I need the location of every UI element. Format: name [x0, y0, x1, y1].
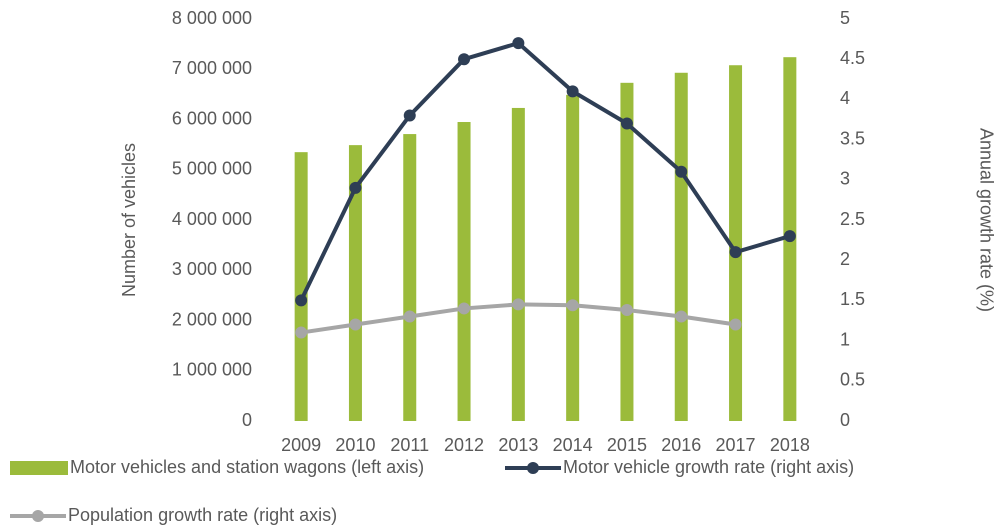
y-tick-label: 1 000 000	[172, 360, 252, 380]
y2-tick-label: 5	[840, 8, 850, 28]
bar	[511, 107, 525, 421]
x-tick-label: 2009	[281, 435, 321, 455]
marker	[512, 298, 525, 311]
legend-label: Motor vehicles and station wagons (left …	[70, 457, 424, 477]
y2-tick-label: 3.5	[840, 128, 865, 148]
y-tick-label: 6 000 000	[172, 108, 252, 128]
marker	[675, 165, 688, 178]
marker	[620, 304, 633, 317]
y-tick-label: 4 000 000	[172, 209, 252, 229]
bar	[294, 152, 308, 421]
y-tick-label: 5 000 000	[172, 159, 252, 179]
x-tick-label: 2015	[607, 435, 647, 455]
marker	[349, 318, 362, 331]
x-tick-label: 2018	[770, 435, 810, 455]
marker	[295, 294, 308, 307]
marker	[566, 299, 579, 312]
marker	[403, 310, 416, 323]
marker	[458, 302, 471, 315]
marker	[512, 37, 525, 50]
marker	[675, 310, 688, 323]
y2-tick-label: 1.5	[840, 289, 865, 309]
legend-marker	[527, 462, 539, 474]
marker	[349, 181, 362, 194]
marker	[783, 230, 796, 243]
marker	[620, 117, 633, 130]
x-tick-label: 2014	[553, 435, 593, 455]
marker	[566, 85, 579, 98]
y2-tick-label: 3	[840, 169, 850, 189]
bar	[457, 122, 471, 421]
y-tick-label: 0	[242, 410, 252, 430]
legend-label: Motor vehicle growth rate (right axis)	[563, 457, 854, 477]
bar	[674, 72, 688, 421]
y2-tick-label: 4	[840, 88, 850, 108]
y2-tick-label: 0.5	[840, 370, 865, 390]
marker	[295, 326, 308, 339]
x-tick-label: 2017	[716, 435, 756, 455]
bar	[348, 145, 362, 421]
y-tick-label: 7 000 000	[172, 58, 252, 78]
legend-label: Population growth rate (right axis)	[68, 505, 337, 525]
marker	[458, 53, 471, 66]
x-tick-label: 2016	[661, 435, 701, 455]
y-tick-label: 3 000 000	[172, 259, 252, 279]
bar	[566, 94, 580, 421]
bar	[729, 65, 743, 421]
y2-tick-label: 4.5	[840, 48, 865, 68]
marker	[729, 246, 742, 259]
bar	[620, 82, 634, 421]
y2-tick-label: 2.5	[840, 209, 865, 229]
y-tick-label: 8 000 000	[172, 8, 252, 28]
y2-tick-label: 0	[840, 410, 850, 430]
line	[299, 41, 791, 302]
marker	[729, 318, 742, 331]
y2-tick-label: 2	[840, 249, 850, 269]
x-tick-label: 2013	[498, 435, 538, 455]
x-tick-label: 2010	[335, 435, 375, 455]
y-axis-label: Number of vehicles	[119, 143, 139, 297]
x-tick-label: 2012	[444, 435, 484, 455]
y2-axis-label: Annual growth rate (%)	[976, 128, 996, 312]
y2-tick-label: 1	[840, 329, 850, 349]
bar	[403, 134, 417, 421]
y-tick-label: 2 000 000	[172, 309, 252, 329]
legend-marker	[32, 510, 44, 522]
x-tick-label: 2011	[390, 435, 429, 455]
marker	[403, 109, 416, 122]
legend-swatch	[10, 461, 68, 475]
